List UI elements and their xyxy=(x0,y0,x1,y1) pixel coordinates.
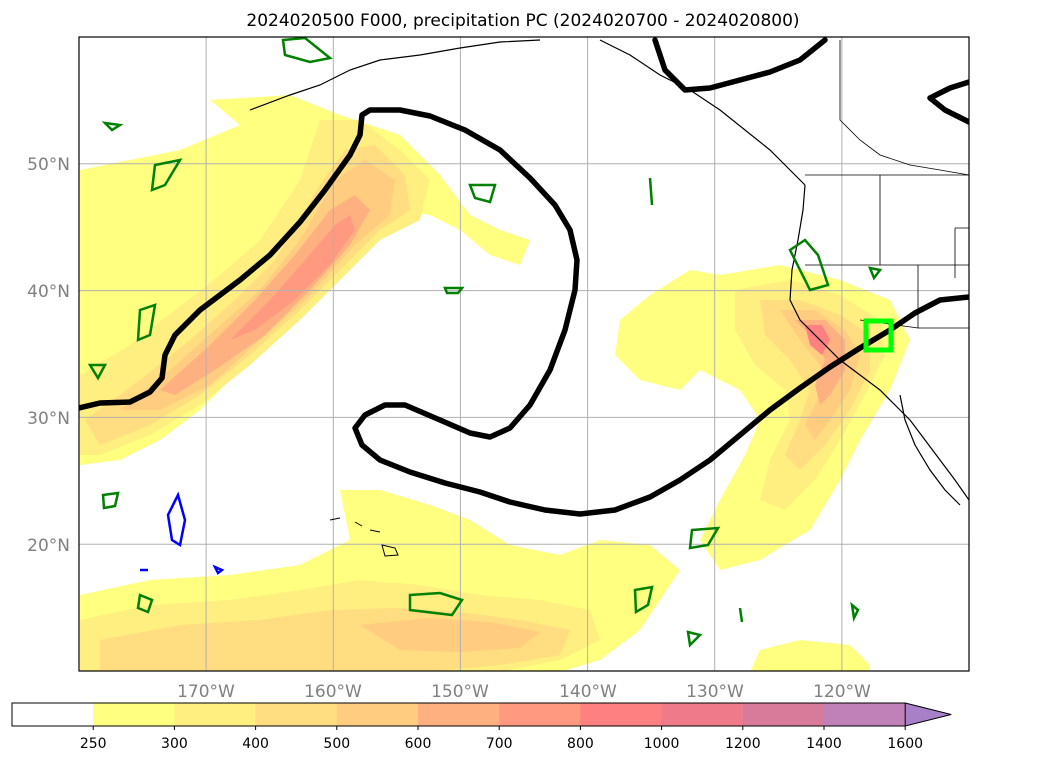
alaska-panhandle-coastline xyxy=(599,39,806,186)
us-west-coastline xyxy=(789,184,969,501)
colorbar-segment xyxy=(93,703,175,726)
colorbar-outline xyxy=(11,702,906,727)
baja-coastline xyxy=(899,394,961,506)
precip-band-tropical-500 xyxy=(360,618,540,652)
precipitation-shading xyxy=(80,95,910,671)
contour-green-12 xyxy=(648,177,654,206)
jet-contour-northeast xyxy=(927,79,969,125)
colorbar: 250 300 400 500 600 700 800 1000 1200 1400 1600 xyxy=(11,702,952,752)
precip-band-northwest-700 xyxy=(230,215,355,340)
lon-label-170w: 170°W xyxy=(177,682,235,702)
coastlines xyxy=(249,39,969,557)
colorbar-segment xyxy=(336,703,419,726)
lon-label-160w: 160°W xyxy=(304,682,362,702)
colorbar-tick-label: 1200 xyxy=(725,736,761,752)
colorbar-segment xyxy=(418,703,500,726)
highlight-box xyxy=(863,318,894,353)
negative-anomaly-contours xyxy=(140,491,225,575)
contour-green-18 xyxy=(101,121,124,132)
contour-green-6 xyxy=(408,591,464,617)
colorbar-tick-label: 400 xyxy=(242,736,269,752)
jet-contours xyxy=(79,37,969,517)
colorbar-tick-label: 700 xyxy=(486,736,513,752)
contour-green-16 xyxy=(850,601,860,623)
contour-green-7 xyxy=(633,585,654,615)
contour-green-2 xyxy=(150,158,183,192)
colorbar-extend-arrow xyxy=(904,702,952,727)
colorbar-segment xyxy=(174,703,257,726)
colorbar-tick-label: 800 xyxy=(567,736,594,752)
contour-green-13 xyxy=(738,607,744,623)
lon-label-140w: 140°W xyxy=(559,682,617,702)
contour-green-5 xyxy=(788,238,830,292)
map-panel xyxy=(79,37,969,671)
lat-label-30: 30°N xyxy=(27,409,70,429)
colorbar-tick-label: 600 xyxy=(405,736,432,752)
positive-anomaly-contours xyxy=(87,37,883,648)
colorbar-tick-label: 1000 xyxy=(644,736,680,752)
colorbar-tick-label: 250 xyxy=(80,736,107,752)
colorbar-segment xyxy=(255,703,338,726)
canada-coastline xyxy=(839,40,969,176)
colorbar-tick-label: 300 xyxy=(161,736,188,752)
colorbar-segment xyxy=(661,703,744,726)
jet-contour-main xyxy=(79,107,969,517)
contour-green-1 xyxy=(281,37,333,64)
alaska-coastline xyxy=(249,39,541,111)
contour-blue-3 xyxy=(212,564,225,575)
contour-green-3 xyxy=(468,183,497,204)
colorbar-segment xyxy=(12,703,94,726)
contour-blue-1 xyxy=(166,491,187,548)
contour-green-4 xyxy=(136,303,157,342)
colorbar-tick-label: 500 xyxy=(323,736,350,752)
lon-label-150w: 150°W xyxy=(431,682,489,702)
colorbar-segment xyxy=(742,703,825,726)
lon-label-130w: 130°W xyxy=(686,682,744,702)
colorbar-segment xyxy=(824,703,906,726)
colorbar-tick-label: 1600 xyxy=(887,736,923,752)
contour-green-14 xyxy=(686,630,703,648)
lat-label-20: 20°N xyxy=(27,536,70,556)
contour-green-9 xyxy=(101,491,120,510)
lat-label-50: 50°N xyxy=(27,155,70,175)
precip-band-westcoast-800 xyxy=(805,325,830,355)
jet-contour-north xyxy=(652,37,828,93)
precip-band-westcoast-600 xyxy=(795,320,845,405)
colorbar-tick-label: 1400 xyxy=(806,736,842,752)
colorbar-segment xyxy=(580,703,663,726)
hawaii-islands xyxy=(329,517,399,557)
lat-labels: 50°N 40°N 30°N 20°N xyxy=(27,155,70,556)
lat-label-40: 40°N xyxy=(27,282,70,302)
contour-green-15 xyxy=(867,266,883,281)
map-title: 2024020500 F000, precipitation PC (20240… xyxy=(246,11,799,31)
lon-labels: 170°W 160°W 150°W 140°W 130°W 120°W xyxy=(177,682,871,702)
colorbar-segment xyxy=(499,703,581,726)
precip-band-northwest-600 xyxy=(160,195,370,395)
contour-green-17 xyxy=(443,286,465,295)
contour-green-10 xyxy=(87,363,108,381)
lon-label-120w: 120°W xyxy=(813,682,871,702)
contour-green-11 xyxy=(136,593,154,614)
contour-green-8 xyxy=(688,526,721,550)
map-frame xyxy=(78,36,970,672)
precip-band-southeast xyxy=(750,640,870,671)
